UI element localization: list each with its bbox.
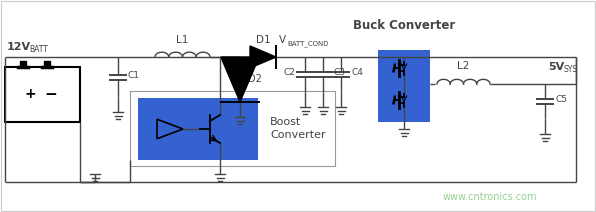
Text: SYS: SYS (564, 65, 578, 74)
Text: C5: C5 (555, 95, 567, 104)
Bar (5, 67, 80, 122)
Text: C2: C2 (283, 68, 295, 77)
Text: BATT: BATT (29, 45, 48, 54)
Text: Converter: Converter (270, 130, 325, 140)
Text: −: − (44, 87, 57, 102)
Text: C3: C3 (333, 68, 345, 77)
Text: www.cntronics.com: www.cntronics.com (443, 192, 537, 202)
Text: D2: D2 (248, 74, 262, 85)
Text: 5V: 5V (548, 62, 564, 72)
Text: C4: C4 (351, 68, 363, 77)
Bar (130, 91, 335, 166)
Text: BATT_COND: BATT_COND (287, 40, 328, 47)
Polygon shape (221, 57, 259, 102)
Text: D1: D1 (256, 35, 271, 45)
Polygon shape (250, 46, 276, 68)
Text: C1: C1 (128, 71, 140, 80)
Text: L2: L2 (457, 61, 470, 71)
Text: V: V (279, 35, 286, 45)
Text: L1: L1 (176, 35, 189, 45)
Text: 12V: 12V (7, 42, 31, 52)
Text: +: + (24, 88, 36, 102)
Bar (138, 98, 258, 160)
Text: Buck Converter: Buck Converter (353, 19, 455, 32)
Bar (20, 61, 26, 67)
Bar (378, 50, 430, 122)
Text: Boost: Boost (270, 117, 301, 127)
Bar (44, 61, 50, 67)
